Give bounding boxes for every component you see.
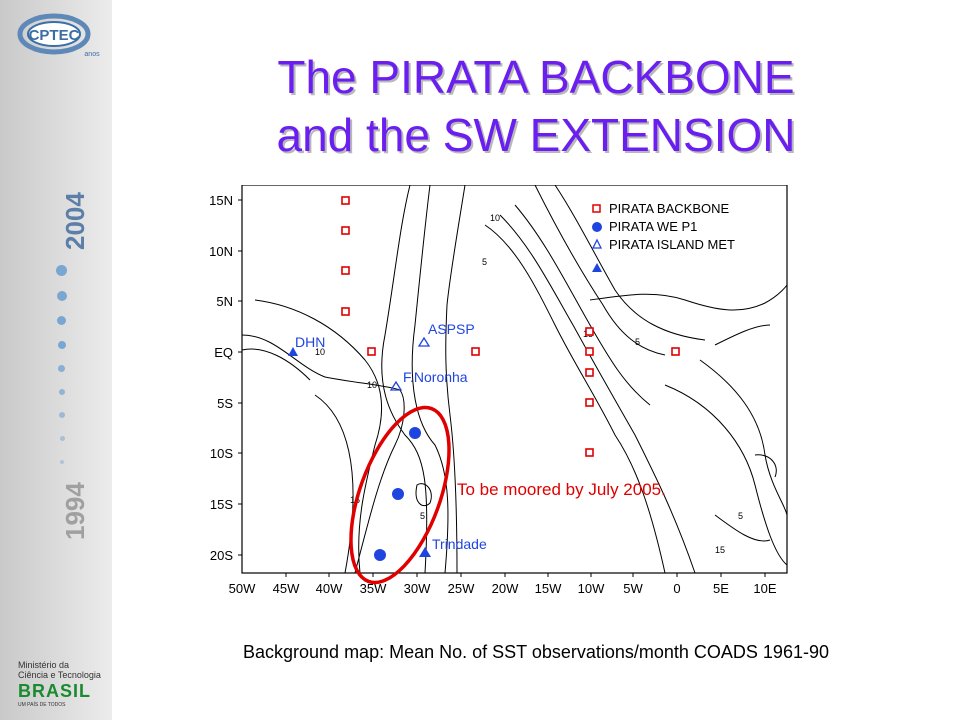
x-tick-label: 0 bbox=[673, 581, 680, 596]
backbone-buoy bbox=[341, 226, 350, 235]
legend-island-filled-symbol bbox=[592, 263, 602, 272]
timeline-dot bbox=[60, 460, 64, 464]
y-tick-label: 15N bbox=[209, 193, 233, 208]
brasil-logo: BRASIL bbox=[18, 681, 91, 702]
we-p1-buoy bbox=[409, 427, 421, 439]
site-label-dhn: DHN bbox=[295, 334, 325, 350]
sidebar: CPTEC anos 2004 1994 Ministério da Ciênc… bbox=[0, 0, 112, 720]
backbone-buoy bbox=[585, 347, 594, 356]
site-label-trindade: Trindade bbox=[432, 536, 487, 552]
legend-backbone-label: PIRATA BACKBONE bbox=[609, 201, 729, 216]
ministry-label: Ministério da Ciência e Tecnologia bbox=[18, 660, 101, 680]
backbone-buoy bbox=[341, 307, 350, 316]
x-tick-label: 10E bbox=[753, 581, 776, 596]
cptec-logo: CPTEC anos bbox=[17, 13, 100, 58]
y-tick-label: EQ bbox=[214, 345, 233, 360]
timeline-dot bbox=[59, 389, 65, 395]
year-1994: 1994 bbox=[60, 482, 90, 540]
timeline-dot bbox=[60, 436, 65, 441]
backbone-buoy bbox=[585, 368, 594, 377]
x-tick-label: 20W bbox=[492, 581, 519, 596]
backbone-buoy bbox=[341, 196, 350, 205]
brasil-text: BRASIL bbox=[18, 681, 91, 701]
timeline-dot bbox=[56, 265, 67, 276]
y-tick-label: 20S bbox=[210, 548, 233, 563]
backbone-buoy bbox=[585, 448, 594, 457]
contour-label: 5 bbox=[482, 257, 487, 267]
annotation-text: To be moored by July 2005. bbox=[457, 480, 666, 499]
site-label-noronha: F.Noronha bbox=[403, 369, 468, 385]
title-line-1: The PIRATA BACKBONE bbox=[277, 51, 795, 103]
y-tick-label: 5S bbox=[217, 396, 233, 411]
legend-backbone-symbol bbox=[592, 204, 601, 213]
timeline-dot bbox=[57, 291, 67, 301]
backbone-buoy bbox=[471, 347, 480, 356]
x-tick-label: 35W bbox=[360, 581, 387, 596]
contour-label: 5 bbox=[738, 511, 743, 521]
sw-extension-ellipse bbox=[349, 405, 451, 585]
legend-island-label: PIRATA ISLAND MET bbox=[609, 237, 735, 252]
contour-label: 15 bbox=[715, 545, 725, 555]
x-tick-label: 25W bbox=[448, 581, 475, 596]
backbone-buoy bbox=[367, 347, 376, 356]
map-legend: PIRATA BACKBONE PIRATA WE P1 PIRATA ISLA… bbox=[591, 201, 735, 272]
island-met-filled bbox=[419, 547, 431, 557]
we-p1-buoy bbox=[392, 488, 404, 500]
y-tick-label: 5N bbox=[216, 294, 233, 309]
legend-island-symbol bbox=[591, 238, 603, 249]
island-met-open bbox=[417, 336, 431, 347]
backbone-buoy bbox=[585, 398, 594, 407]
contour-label: 10 bbox=[367, 380, 377, 390]
logo-text: CPTEC bbox=[29, 27, 80, 44]
x-tick-label: 40W bbox=[316, 581, 343, 596]
timeline-dot bbox=[57, 316, 66, 325]
brasil-subtitle: UM PAÍS DE TODOS bbox=[18, 702, 66, 708]
timeline-dot bbox=[58, 341, 66, 349]
contour-label: 5 bbox=[635, 337, 640, 347]
contour-label: 10 bbox=[315, 347, 325, 357]
y-tick-label: 10N bbox=[209, 244, 233, 259]
year-2004: 2004 bbox=[60, 192, 90, 250]
legend-we-symbol bbox=[592, 222, 602, 232]
x-tick-label: 5E bbox=[713, 581, 729, 596]
x-tick-label: 30W bbox=[404, 581, 431, 596]
pirata-map: 10 5 10 10 5 15 5 5 15 15 15N 10N 5N EQ … bbox=[209, 185, 788, 596]
title-line-2: and the SW EXTENSION bbox=[276, 109, 796, 161]
island-met-open bbox=[389, 380, 403, 391]
ministry-line-2: Ciência e Tecnologia bbox=[18, 670, 101, 680]
x-tick-label: 15W bbox=[535, 581, 562, 596]
y-tick-label: 15S bbox=[210, 497, 233, 512]
backbone-buoy bbox=[671, 347, 680, 356]
y-tick-label: 10S bbox=[210, 446, 233, 461]
x-tick-label: 45W bbox=[273, 581, 300, 596]
contour-label: 10 bbox=[490, 213, 500, 223]
backbone-buoy bbox=[341, 266, 350, 275]
logo-sub: anos bbox=[84, 51, 100, 58]
ministry-line-1: Ministério da bbox=[18, 660, 70, 670]
backbone-buoy bbox=[585, 327, 594, 336]
timeline-dot bbox=[58, 365, 65, 372]
island-met-filled bbox=[288, 347, 298, 356]
contour-label: 5 bbox=[420, 511, 425, 521]
we-p1-buoy bbox=[374, 549, 386, 561]
x-tick-label: 5W bbox=[623, 581, 643, 596]
slide-title: The PIRATA BACKBONE and the SW EXTENSION bbox=[112, 48, 960, 164]
timeline-dot bbox=[59, 412, 65, 418]
map-frame bbox=[241, 185, 788, 574]
site-label-aspsp: ASPSP bbox=[428, 321, 475, 337]
map-caption: Background map: Mean No. of SST observat… bbox=[243, 642, 829, 662]
x-tick-label: 10W bbox=[578, 581, 605, 596]
x-tick-label: 50W bbox=[229, 581, 256, 596]
legend-we-label: PIRATA WE P1 bbox=[609, 219, 697, 234]
